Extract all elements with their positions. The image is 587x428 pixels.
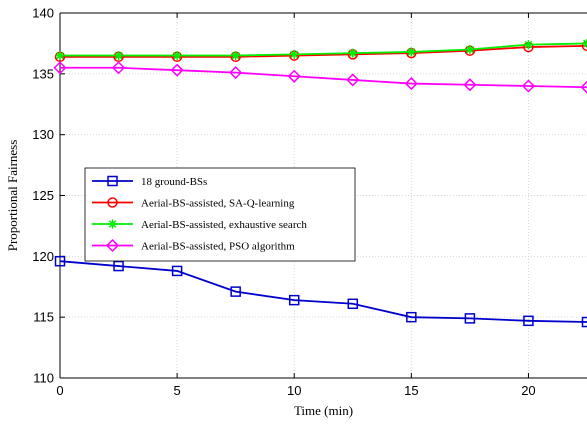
series-line xyxy=(60,42,587,57)
axes: 0 5 10 15 20 110 115 120 125 130 135 140 xyxy=(32,6,587,398)
x-tick-label: 10 xyxy=(287,383,301,398)
series-line xyxy=(60,66,587,89)
data-point xyxy=(581,40,587,52)
data-point xyxy=(114,51,124,61)
series-line xyxy=(59,260,587,323)
series-line xyxy=(60,44,587,58)
data-point xyxy=(229,66,243,80)
data-point xyxy=(406,311,417,323)
series-1 xyxy=(54,255,587,328)
data-point xyxy=(463,78,477,92)
legend-label: Aerial-BS-assisted, exhaustive search xyxy=(141,219,307,231)
data-point xyxy=(54,255,66,267)
data-point xyxy=(172,51,182,61)
data-point xyxy=(404,77,418,91)
data-point xyxy=(464,313,476,324)
y-tick-label: 140 xyxy=(32,6,54,21)
y-tick-label: 125 xyxy=(32,188,54,203)
y-tick-label: 110 xyxy=(33,371,54,386)
data-point xyxy=(230,286,241,297)
y-tick-label: 120 xyxy=(32,249,54,264)
legend-marker xyxy=(108,219,117,229)
x-axis-title: Time (min) xyxy=(294,403,353,418)
legend-label: Aerial-BS-assisted, SA-Q-learning xyxy=(141,198,295,210)
data-point xyxy=(53,61,67,75)
data-point xyxy=(289,49,299,59)
x-tick-label: 15 xyxy=(404,383,418,398)
data-point xyxy=(580,80,587,94)
legend-marker xyxy=(107,175,118,187)
legend-marker xyxy=(105,238,120,253)
data-point xyxy=(523,40,533,50)
data-point xyxy=(346,73,360,87)
legend-marker xyxy=(107,197,118,208)
plot-area xyxy=(53,38,587,328)
y-tick-label: 130 xyxy=(32,127,54,142)
data-point xyxy=(111,61,126,75)
data-point xyxy=(288,294,300,306)
data-point xyxy=(231,51,241,61)
x-tick-label: 5 xyxy=(173,383,180,398)
legend-label: Aerial-BS-assisted, PSO algorithm xyxy=(141,241,295,253)
data-point xyxy=(465,45,475,54)
y-axis-title: Proportional Fairness xyxy=(5,140,20,252)
series-3 xyxy=(55,38,587,61)
data-point xyxy=(287,69,301,83)
y-tick-label: 115 xyxy=(33,310,54,325)
legend-label: 18 ground-BSs xyxy=(141,176,207,188)
data-point xyxy=(113,260,124,272)
data-point xyxy=(171,265,183,277)
data-point xyxy=(348,48,358,58)
data-point xyxy=(523,315,534,327)
series-4 xyxy=(53,61,587,94)
data-point xyxy=(347,298,359,310)
data-point xyxy=(521,79,536,93)
x-tick-label: 0 xyxy=(56,383,63,398)
data-point xyxy=(406,47,416,57)
y-tick-label: 135 xyxy=(32,66,54,81)
data-point xyxy=(55,51,65,61)
x-tick-label: 20 xyxy=(521,383,535,398)
legend: 18 ground-BSs Aerial-BS-assisted, SA-Q-le… xyxy=(84,167,356,262)
data-point xyxy=(581,316,587,328)
data-point xyxy=(170,63,184,77)
